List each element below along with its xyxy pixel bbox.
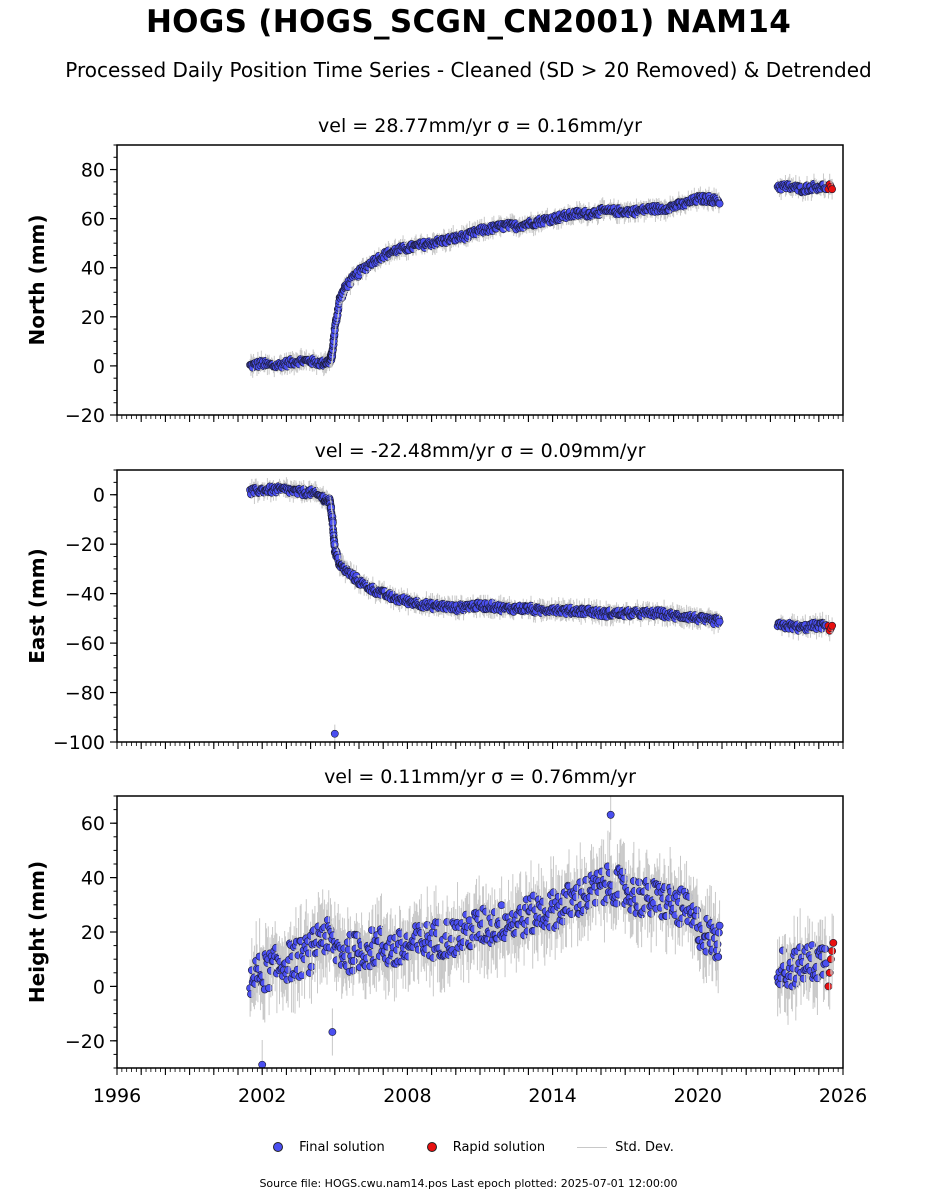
x-tick-label: 2026	[819, 1085, 867, 1107]
y-tick-label: −20	[65, 1031, 105, 1053]
final-point	[693, 906, 701, 915]
rapid-point	[828, 621, 837, 630]
y-tick-label: 20	[81, 307, 105, 329]
y-tick-label: −40	[65, 584, 105, 606]
y-tick-label: 60	[81, 813, 105, 835]
y-tick-label: −100	[53, 732, 105, 754]
y-tick-label: −20	[65, 534, 105, 556]
y-tick-label: 0	[93, 485, 105, 507]
y-axis-label: Height (mm)	[25, 861, 49, 1003]
x-tick-label: 2008	[383, 1085, 431, 1107]
final-point	[258, 1060, 267, 1068]
y-tick-label: 0	[93, 976, 105, 998]
y-axis-label: North (mm)	[25, 214, 49, 345]
final-marker-icon	[273, 1142, 284, 1152]
legend-final-label: Final solution	[299, 1139, 385, 1155]
final-point	[349, 957, 358, 965]
final-point	[328, 1028, 337, 1036]
final-point	[714, 928, 723, 937]
figure-canvas: vel = 28.77mm/yr σ = 0.16mm/yr North (mm)…	[25, 115, 867, 1107]
final-point	[349, 966, 357, 975]
y-tick-label: −80	[65, 683, 105, 705]
final-point	[353, 931, 362, 940]
panel-title: vel = 28.77mm/yr σ = 0.16mm/yr	[318, 115, 642, 137]
legend-std: Std. Dev.	[577, 1140, 674, 1155]
rapid-point	[824, 982, 833, 991]
y-tick-label: 20	[81, 922, 105, 944]
final-point	[714, 952, 723, 961]
final-point	[662, 912, 671, 921]
x-tick-label: 2014	[528, 1085, 576, 1107]
figure-title: HOGS (HOGS_SCGN_CN2001) NAM14	[145, 4, 792, 40]
y-tick-label: 40	[81, 258, 105, 280]
panel-title: vel = -22.48mm/yr σ = 0.09mm/yr	[315, 440, 646, 462]
final-point	[821, 944, 830, 953]
legend-std-label: Std. Dev.	[615, 1139, 674, 1155]
legend-final: Final solution	[263, 1140, 385, 1155]
y-tick-label: 60	[81, 209, 105, 231]
final-point	[265, 984, 274, 992]
legend-rapid-label: Rapid solution	[452, 1139, 546, 1155]
rapid-marker-icon	[426, 1142, 437, 1152]
data-layer	[246, 796, 838, 1068]
x-tick-label: 2002	[238, 1085, 286, 1107]
final-point	[813, 974, 822, 983]
final-point	[715, 199, 724, 208]
data-layer	[246, 477, 837, 742]
x-tick-label: 1996	[93, 1085, 141, 1107]
y-tick-label: 40	[81, 868, 105, 890]
final-point	[620, 874, 629, 883]
rapid-point	[827, 955, 835, 964]
final-point	[307, 962, 316, 971]
y-tick-label: 0	[93, 356, 105, 378]
y-tick-label: 80	[81, 160, 105, 182]
final-point	[715, 921, 724, 930]
final-point	[612, 899, 621, 908]
legend: Final solution Rapid solution Std. Dev.	[0, 1136, 937, 1158]
data-layer	[246, 173, 837, 378]
source-note: Source file: HOGS.cwu.nam14.pos Last epo…	[259, 1177, 678, 1190]
y-tick-label: −20	[65, 405, 105, 427]
std-line-icon	[577, 1146, 608, 1148]
figure-subtitle: Processed Daily Position Time Series - C…	[65, 58, 872, 82]
x-tick-label: 2020	[674, 1085, 722, 1107]
final-point	[606, 810, 615, 819]
rapid-point	[828, 947, 837, 955]
final-point	[549, 888, 558, 897]
rapid-point	[828, 185, 837, 194]
final-point	[715, 617, 724, 626]
y-axis-label: East (mm)	[25, 548, 49, 664]
final-point	[808, 941, 817, 950]
final-point	[330, 729, 339, 738]
rapid-point	[825, 968, 834, 977]
final-point	[497, 901, 506, 910]
rapid-point	[829, 938, 838, 947]
y-tick-label: −60	[65, 633, 105, 655]
panel-frame	[116, 144, 844, 416]
panel-title: vel = 0.11mm/yr σ = 0.76mm/yr	[324, 766, 636, 788]
legend-rapid: Rapid solution	[417, 1140, 545, 1155]
